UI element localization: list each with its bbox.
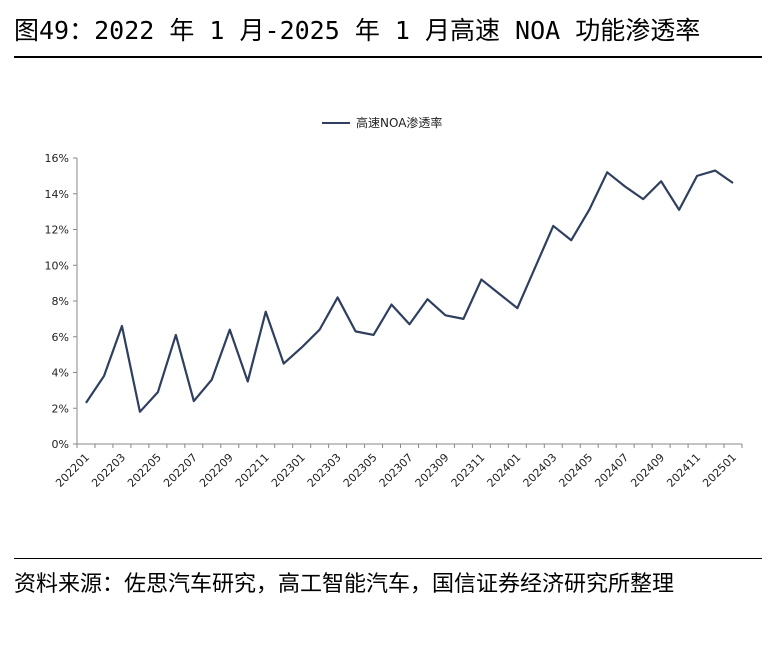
data-point (156, 390, 160, 394)
data-point (695, 174, 699, 178)
data-point (336, 295, 340, 299)
y-tick-label: 16% (45, 152, 69, 165)
data-point (479, 278, 483, 282)
y-tick-label: 14% (45, 188, 69, 201)
data-point (192, 399, 196, 403)
data-point (713, 169, 717, 173)
x-tick-label: 202203 (89, 451, 128, 490)
plot-area (84, 169, 735, 414)
y-tick-label: 12% (45, 224, 69, 237)
data-point (318, 328, 322, 332)
data-point (354, 329, 358, 333)
title-divider (14, 56, 762, 58)
source-note: 资料来源：佐思汽车研究，高工智能汽车，国信证券经济研究所整理 (14, 572, 675, 597)
data-point (372, 333, 376, 337)
x-tick-label: 202409 (628, 451, 667, 490)
x-tick-label: 202305 (341, 451, 380, 490)
data-point (210, 378, 214, 382)
data-point (138, 410, 142, 414)
x-axis: 2022012022032022052022072022092022112023… (53, 443, 743, 490)
legend-label: 高速NOA渗透率 (356, 115, 442, 130)
x-tick-label: 202407 (592, 451, 631, 490)
data-point (390, 303, 394, 307)
x-tick-label: 202501 (700, 451, 739, 490)
data-point (84, 401, 88, 405)
x-tick-label: 202303 (305, 451, 344, 490)
data-point (300, 345, 304, 349)
y-tick-label: 0% (52, 438, 69, 451)
data-point (282, 362, 286, 366)
x-tick-label: 202307 (377, 451, 416, 490)
data-point (228, 328, 232, 332)
data-point (605, 170, 609, 174)
data-point (587, 208, 591, 212)
data-point (246, 379, 250, 383)
data-point (677, 208, 681, 212)
y-tick-label: 2% (52, 402, 69, 415)
y-tick-label: 10% (45, 259, 69, 272)
data-point (731, 181, 735, 185)
y-tick-label: 6% (52, 331, 69, 344)
data-point (425, 297, 429, 301)
data-point (641, 197, 645, 201)
y-tick-label: 4% (52, 367, 69, 380)
data-point (515, 306, 519, 310)
x-tick-label: 202211 (233, 451, 272, 490)
data-point (174, 333, 178, 337)
data-point (659, 179, 663, 183)
data-point (408, 322, 412, 326)
x-tick-label: 202401 (485, 451, 524, 490)
data-point (264, 310, 268, 314)
data-point (120, 324, 124, 328)
x-tick-label: 202309 (413, 451, 452, 490)
series-line (85, 169, 734, 413)
figure-title: 图49：2022 年 1 月-2025 年 1 月高速 NOA 功能渗透率 (14, 16, 701, 45)
line-chart: 高速NOA渗透率 0%2%4%6%8%10%12%14%16% 20220120… (45, 115, 743, 490)
x-tick-label: 202205 (125, 451, 164, 490)
data-point (461, 317, 465, 321)
x-tick-label: 202301 (269, 451, 308, 490)
source-divider (14, 558, 762, 559)
x-tick-label: 202411 (664, 451, 703, 490)
y-tick-label: 8% (52, 295, 69, 308)
x-tick-label: 202311 (449, 451, 488, 490)
data-point (443, 313, 447, 317)
data-point (533, 265, 537, 269)
data-point (623, 185, 627, 189)
x-tick-label: 202201 (53, 451, 92, 490)
data-point (569, 238, 573, 242)
y-axis: 0% 2% 4% 6% 8% 10% 12% 14% 16% (45, 152, 78, 451)
data-point (102, 374, 106, 378)
x-tick-label: 202207 (161, 451, 200, 490)
x-tick-label: 202209 (197, 451, 236, 490)
x-tick-label: 202405 (556, 451, 595, 490)
x-tick-label: 202403 (521, 451, 560, 490)
data-point (551, 224, 555, 228)
data-point (497, 292, 501, 296)
chart-legend: 高速NOA渗透率 (322, 115, 442, 130)
